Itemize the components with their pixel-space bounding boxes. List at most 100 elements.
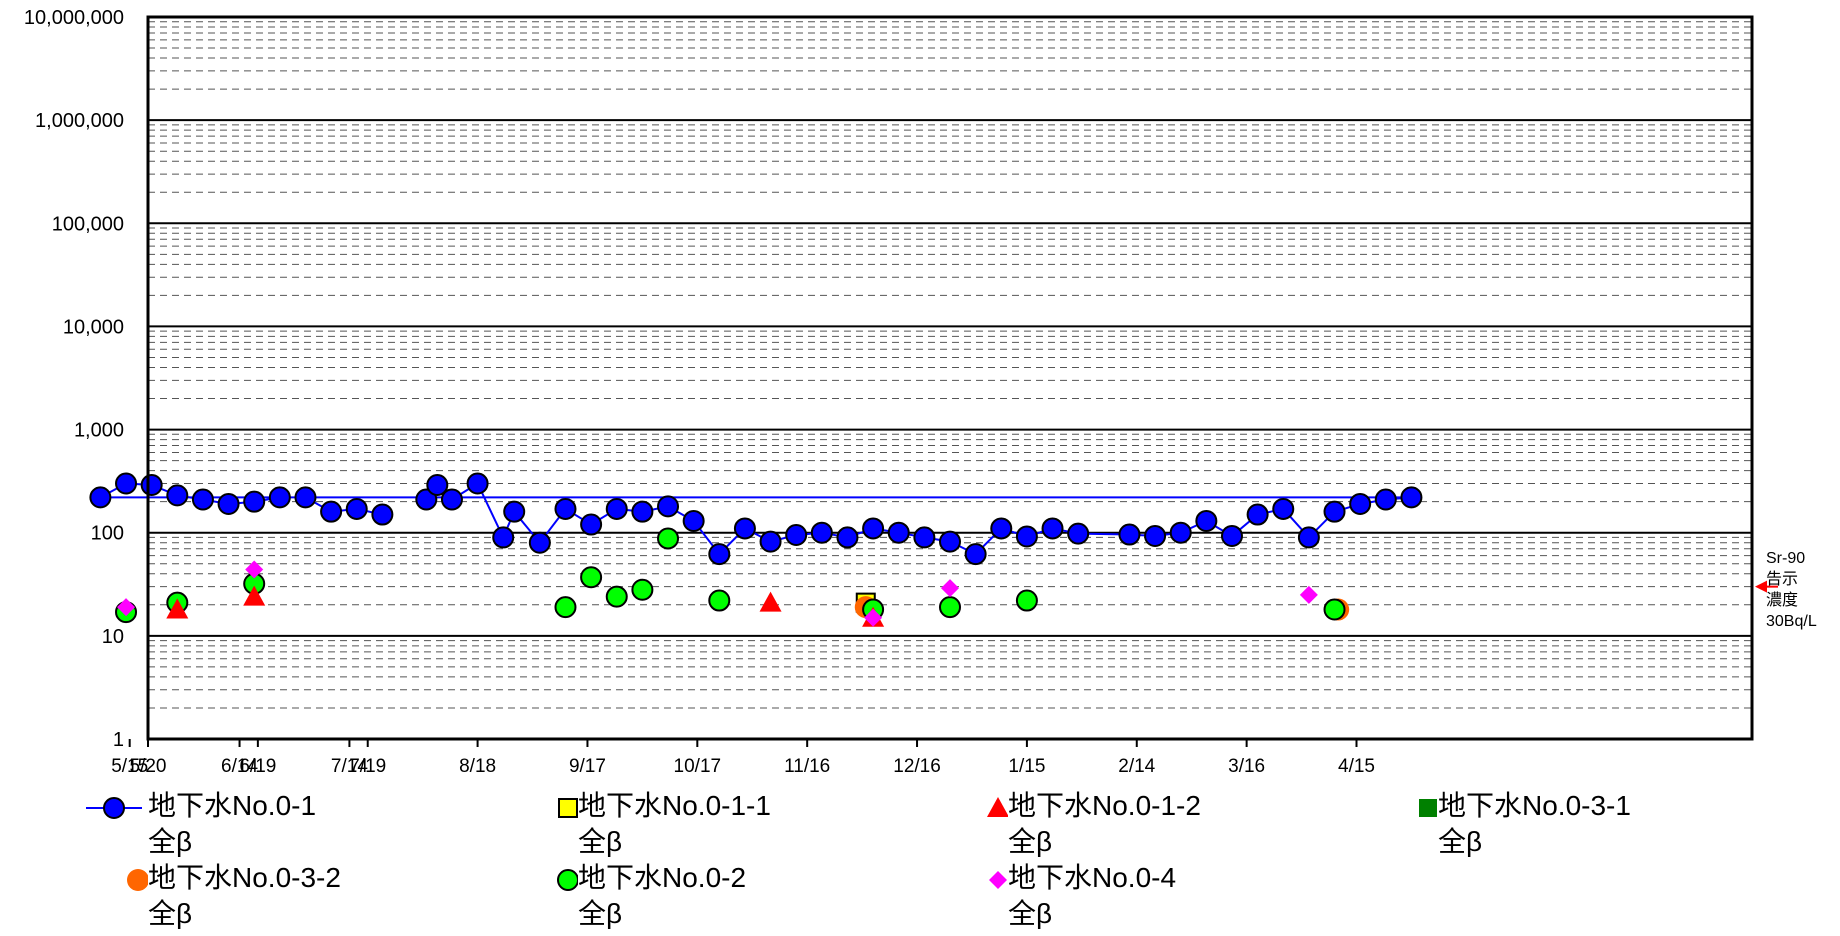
data-point	[89, 486, 112, 509]
data-point	[191, 488, 214, 511]
data-point	[836, 526, 859, 549]
data-point	[345, 497, 368, 520]
legend-marker	[103, 797, 125, 819]
data-point	[1272, 497, 1295, 520]
legend-item: 地下水No.0-3-2 全β	[80, 860, 488, 932]
legend-item: 地下水No.0-1 全β	[80, 788, 488, 860]
legend-label-line: 地下水No.0-2	[578, 862, 747, 893]
legend-swatch	[987, 797, 1008, 817]
legend-label-line: 全β	[578, 898, 623, 929]
legend-swatch	[1419, 799, 1437, 817]
legend-swatch	[557, 869, 578, 891]
y-tick-label: 100,000	[52, 213, 124, 235]
data-point	[140, 474, 163, 497]
x-tick-label: 7/14	[331, 756, 368, 777]
data-point	[657, 527, 680, 550]
legend-label-line: 地下水No.0-1	[148, 790, 317, 821]
y-tick-label: 1,000,000	[35, 110, 124, 132]
y-tick-label: 10,000	[63, 316, 124, 338]
legend-label-line: 全β	[148, 898, 193, 929]
data-point	[117, 598, 136, 617]
data-point	[631, 500, 654, 523]
x-tick-label: 2/14	[1118, 756, 1155, 777]
data-point	[466, 472, 489, 495]
data-point	[554, 596, 577, 619]
x-tick-label: 4/15	[1338, 756, 1375, 777]
annotation-text-line: 告示	[1766, 570, 1798, 588]
data-point	[245, 560, 264, 579]
data-point	[939, 596, 961, 619]
data-point	[939, 530, 961, 553]
legend-label-line: 全β	[578, 826, 623, 857]
series-6	[117, 560, 1318, 627]
legend-marker	[1419, 799, 1437, 817]
data-point	[657, 495, 680, 518]
legend-item: 地下水No.0-3-1 全β	[1370, 788, 1778, 860]
data-point	[294, 486, 317, 509]
data-point	[415, 488, 438, 511]
data-point	[1400, 486, 1423, 509]
data-point	[1374, 488, 1397, 511]
x-tick-label: 7/19	[349, 756, 386, 777]
legend-label-line: 全β	[1008, 898, 1053, 929]
annotation-text-line: 30Bq/L	[1766, 613, 1817, 630]
data-point	[1220, 524, 1243, 547]
data-point	[1195, 509, 1218, 532]
series-2	[166, 585, 885, 627]
legend-label-line: 地下水No.0-1-1	[578, 790, 771, 821]
data-point	[1297, 526, 1320, 549]
chart-svg: 1 10 100 1,000 10,000 100,000 1,000,000 10,000,…	[24, 7, 1817, 777]
legend-label: 地下水No.0-1 全β	[148, 788, 488, 860]
legend-swatch	[86, 797, 142, 819]
data-point	[964, 543, 987, 566]
legend-label: 地下水No.0-4 全β	[1008, 860, 1348, 932]
x-tick-label: 3/16	[1228, 756, 1265, 777]
data-point	[1299, 585, 1318, 604]
legend: 地下水No.0-1 全β 地下水No.0-1-1 全β 地下水No.0-1-2 全β 地下水…	[80, 788, 1820, 934]
x-tick-label: 9/17	[569, 756, 606, 777]
legend-label-line: 全β	[1008, 826, 1053, 857]
data-point	[503, 500, 526, 523]
data-point	[682, 509, 705, 532]
annotation-text-line: 濃度	[1766, 591, 1798, 609]
x-tick-label: 5/15	[111, 756, 148, 777]
data-point	[580, 513, 603, 536]
series-layer	[89, 472, 1423, 627]
data-point	[243, 490, 266, 513]
data-point	[1349, 492, 1372, 515]
legend-item: 地下水No.0-1-2 全β	[940, 788, 1348, 860]
y-tick-label: 1,000	[74, 420, 124, 442]
annotation-text-line: Sr-90	[1766, 550, 1805, 567]
legend-label: 地下水No.0-2 全β	[578, 860, 918, 932]
legend-item: 地下水No.0-1-1 全β	[510, 788, 918, 860]
legend-label: 地下水No.0-1-1 全β	[578, 788, 918, 860]
series-4	[854, 596, 1350, 621]
legend-marker	[558, 798, 578, 818]
data-point	[1041, 517, 1064, 540]
data-point	[708, 589, 731, 612]
data-point	[320, 500, 343, 523]
legend-swatch	[989, 871, 1007, 889]
data-point	[759, 591, 782, 612]
data-point	[941, 579, 959, 598]
x-tick-label: 8/18	[459, 756, 496, 777]
legend-swatch	[127, 869, 148, 891]
legend-label: 地下水No.0-3-1 全β	[1438, 788, 1778, 860]
x-tick-label: 6/19	[239, 756, 276, 777]
tick-layer: 1 10 100 1,000 10,000 100,000 1,000,000 10,000,…	[24, 7, 1375, 777]
data-point	[759, 530, 782, 553]
data-point	[708, 543, 731, 566]
data-point	[580, 566, 603, 589]
data-point	[1246, 503, 1269, 526]
legend-label-line: 地下水No.0-3-2	[148, 862, 341, 893]
legend-label-line: 地下水No.0-4	[1008, 862, 1177, 893]
data-point	[115, 472, 138, 495]
legend-swatch	[558, 798, 578, 818]
data-point	[785, 524, 808, 547]
x-tick-label: 12/16	[893, 756, 941, 777]
data-point	[862, 517, 885, 540]
annotation-arrow-head	[1755, 580, 1767, 593]
legend-label: 地下水No.0-1-2 全β	[1008, 788, 1348, 860]
legend-label-line: 地下水No.0-3-1	[1438, 790, 1631, 821]
